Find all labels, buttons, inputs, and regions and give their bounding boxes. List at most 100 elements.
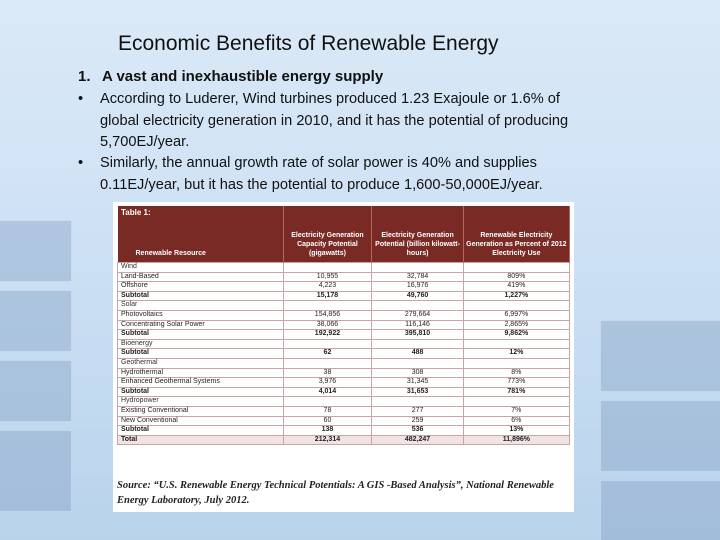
- background-solar-panels: [0, 200, 720, 540]
- table-cell: 7%: [462, 405, 571, 417]
- column-header: Electricity Generation Capacity Potentia…: [283, 206, 373, 263]
- table-row: Geothermal: [117, 357, 571, 369]
- table-cell: 212,314: [282, 434, 373, 446]
- table-cell: 279,664: [371, 309, 464, 321]
- table-row: Subtotal 4,014 31,653 781%: [117, 386, 571, 398]
- table-cell: Subtotal: [117, 329, 284, 340]
- table-cell: [371, 262, 464, 273]
- section-heading: 1. A vast and inexhaustible energy supply: [78, 68, 383, 85]
- table-cell: [371, 357, 464, 369]
- table-row: Existing Conventional 78 277 7%: [117, 405, 571, 417]
- table-cell: New Conventional: [117, 415, 284, 427]
- table-cell: 2,865%: [462, 319, 571, 331]
- table-cell: 13%: [462, 425, 571, 436]
- table-cell: [462, 262, 571, 273]
- table-cell: 62: [282, 348, 373, 359]
- table-cell: 12%: [462, 348, 571, 359]
- table-cell: 4,014: [282, 386, 373, 398]
- table-cell: 78: [282, 405, 373, 417]
- table-row: Subtotal 62 488 12%: [117, 348, 571, 359]
- table-cell: Bioenergy: [117, 338, 284, 350]
- table-label: Table 1:: [121, 208, 151, 217]
- table-row: Wind: [117, 262, 571, 273]
- table-cell: [282, 357, 373, 369]
- table-cell: [371, 300, 464, 311]
- table-cell: Geothermal: [117, 357, 284, 369]
- table-cell: 536: [371, 425, 464, 436]
- background-panel: [0, 360, 72, 422]
- table-row: Subtotal 15,178 49,760 1,227%: [117, 290, 571, 302]
- background-panel: [600, 320, 720, 392]
- table-cell: Subtotal: [117, 290, 284, 302]
- table-cell: 482,247: [371, 434, 464, 446]
- table-cell: 154,856: [282, 309, 373, 321]
- background-panel: [0, 220, 72, 282]
- table-row: Offshore 4,223 16,976 419%: [117, 281, 571, 292]
- table-cell: 6%: [462, 415, 571, 427]
- table-cell: [371, 338, 464, 350]
- bullet-text: According to Luderer, Wind turbines prod…: [100, 91, 569, 150]
- table-cell: Concentrating Solar Power: [117, 319, 284, 331]
- table-cell: 31,345: [371, 377, 464, 388]
- table-cell: 9,862%: [462, 329, 571, 340]
- table-cell: Hydrothermal: [117, 367, 284, 379]
- table-cell: Wind: [117, 262, 284, 273]
- table-cell: [282, 262, 373, 273]
- table-cell: Hydropower: [117, 396, 284, 407]
- table-cell: Land-Based: [117, 271, 284, 283]
- table-cell: 38: [282, 367, 373, 379]
- table-cell: Photovoltaics: [117, 309, 284, 321]
- table-source: Source: “U.S. Renewable Energy Technical…: [117, 480, 554, 506]
- table-row: Land-Based 10,955 32,784 809%: [117, 271, 571, 283]
- bullet-item: • According to Luderer, Wind turbines pr…: [78, 89, 600, 154]
- table-cell: 116,146: [371, 319, 464, 331]
- table-row: Concentrating Solar Power 38,066 116,146 2,…: [117, 319, 571, 331]
- table-cell: [282, 396, 373, 407]
- table-cell: 31,653: [371, 386, 464, 398]
- table-cell: 781%: [462, 386, 571, 398]
- table-cell: 419%: [462, 281, 571, 292]
- table-cell: Enhanced Geothermal Systems: [117, 377, 284, 388]
- bullet-item: • Similarly, the annual growth rate of s…: [78, 153, 600, 196]
- table-cell: 773%: [462, 377, 571, 388]
- table-cell: 49,760: [371, 290, 464, 302]
- renewable-potential-table: Renewable Resource Electricity Generatio…: [117, 206, 571, 446]
- table-cell: 1,227%: [462, 290, 571, 302]
- table-cell: 10,955: [282, 271, 373, 283]
- table-cell: [371, 396, 464, 407]
- table-cell: 395,810: [371, 329, 464, 340]
- background-panel: [600, 400, 720, 472]
- table-cell: Existing Conventional: [117, 405, 284, 417]
- table-cell: 60: [282, 415, 373, 427]
- table-cell: 277: [371, 405, 464, 417]
- table-cell: Subtotal: [117, 348, 284, 359]
- bullet-icon: •: [78, 155, 84, 171]
- table-cell: 259: [371, 415, 464, 427]
- table-cell: 32,784: [371, 271, 464, 283]
- table-row: Subtotal 138 536 13%: [117, 425, 571, 436]
- column-header: Electricity Generation Potential (billio…: [371, 206, 464, 263]
- table-cell: [462, 396, 571, 407]
- table-cell: Solar: [117, 300, 284, 311]
- background-panel: [600, 480, 720, 540]
- table-row: Hydrothermal 38 308 8%: [117, 367, 571, 379]
- table-cell: [282, 300, 373, 311]
- background-panel: [0, 430, 72, 512]
- table-row: Total 212,314 482,247 11,896%: [117, 434, 571, 446]
- table-cell: 138: [282, 425, 373, 436]
- table-cell: 4,223: [282, 281, 373, 292]
- slide-title: Economic Benefits of Renewable Energy: [118, 32, 499, 55]
- table-cell: Total: [117, 434, 284, 446]
- table-cell: 6,997%: [462, 309, 571, 321]
- background-panel: [0, 290, 72, 352]
- table-cell: [282, 338, 373, 350]
- table-row: Solar: [117, 300, 571, 311]
- table-cell: [462, 300, 571, 311]
- table-body: Wind Land-Based 10,955 32,784 809% Offshore 4,…: [117, 262, 571, 446]
- table-cell: 3,976: [282, 377, 373, 388]
- bullet-text: Similarly, the annual growth rate of sol…: [100, 155, 543, 193]
- table-row: Subtotal 192,922 395,810 9,862%: [117, 329, 571, 340]
- table-row: Enhanced Geothermal Systems 3,976 31,345 77…: [117, 377, 571, 388]
- table-row: New Conventional 60 259 6%: [117, 415, 571, 427]
- heading-number: 1.: [78, 68, 91, 85]
